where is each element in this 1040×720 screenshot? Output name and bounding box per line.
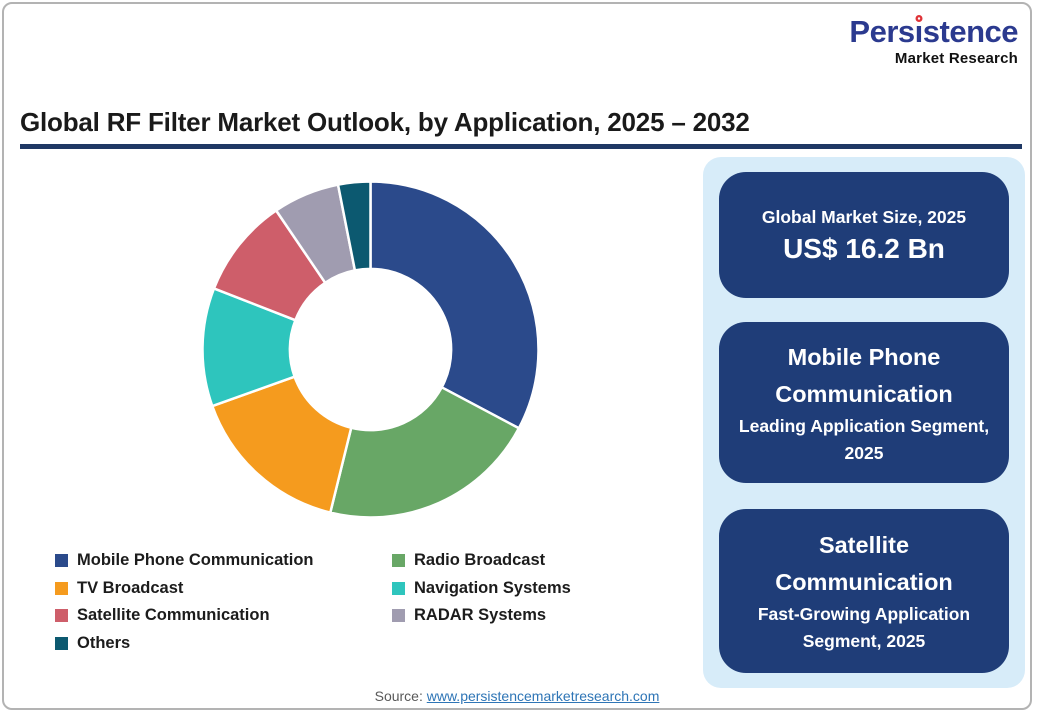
legend-swatch-icon: [55, 609, 68, 623]
legend-label: RADAR Systems: [414, 606, 547, 625]
logo-red-dot-icon: [915, 15, 923, 22]
market-size-value: US$ 16.2 Bn: [783, 232, 945, 264]
fast-growing-segment-box: Satellite Communication Fast-Growing App…: [719, 509, 1009, 673]
market-size-box: Global Market Size, 2025 US$ 16.2 Bn: [719, 172, 1009, 298]
highlights-panel: Global Market Size, 2025 US$ 16.2 Bn Mob…: [703, 157, 1025, 688]
logo-tagline: Market Research: [894, 50, 1018, 67]
page-title: Global RF Filter Market Outlook, by Appl…: [20, 107, 750, 137]
legend-item-navigation-systems: Navigation Systems: [392, 575, 571, 603]
legend-swatch-icon: [392, 609, 405, 623]
fast-growing-segment-name: Satellite Communication: [775, 532, 953, 595]
donut-chart: [199, 178, 542, 521]
report-card: Persı stence Market Research Global RF Fi…: [2, 2, 1032, 710]
source-label: Source:: [374, 688, 423, 704]
logo-i-with-red-dot: ı: [914, 14, 923, 49]
leading-segment-box: Mobile Phone Communication Leading Appli…: [719, 322, 1009, 483]
legend-swatch-icon: [392, 581, 405, 595]
leading-segment-caption: Leading Application Segment, 2025: [738, 415, 990, 463]
title-underline: [20, 144, 1022, 149]
legend-swatch-icon: [55, 581, 68, 595]
legend-item-tv-broadcast: TV Broadcast: [55, 575, 314, 603]
legend-item-others: Others: [55, 630, 314, 658]
legend-swatch-icon: [55, 554, 68, 568]
legend-item-radar-systems: RADAR Systems: [392, 602, 571, 630]
donut-segment-radio-broadcast: [329, 386, 521, 519]
source-link[interactable]: www.persistencemarketresearch.com: [426, 688, 660, 704]
donut-segment-mobile-phone-communication: [369, 180, 540, 430]
legend-swatch-icon: [392, 554, 405, 568]
legend-label: Navigation Systems: [414, 578, 571, 597]
legend-item-satellite-communication: Satellite Communication: [55, 602, 314, 630]
legend-label: Satellite Communication: [77, 606, 270, 625]
fast-growing-segment-caption: Fast-Growing Application Segment, 2025: [757, 604, 971, 651]
legend-item-mobile-phone-communication: Mobile Phone Communication: [55, 547, 314, 575]
donut-chart-svg: [201, 180, 540, 519]
legend-swatch-icon: [55, 636, 68, 650]
legend-label: Mobile Phone Communication: [77, 551, 314, 570]
chart-legend-column-1: Mobile Phone Communication TV Broadcast Sa…: [55, 547, 314, 657]
leading-segment-name: Mobile Phone Communication: [775, 343, 953, 407]
legend-label: Others: [77, 633, 131, 652]
market-size-label: Global Market Size, 2025: [761, 206, 967, 227]
legend-item-radio-broadcast: Radio Broadcast: [392, 547, 571, 575]
donut-segment-others: [336, 180, 372, 272]
source-line: Source: www.persistencemarketresearch.co…: [4, 688, 1030, 704]
logo-wordmark: Persı stence: [849, 14, 1018, 49]
legend-label: TV Broadcast: [77, 578, 184, 597]
legend-label: Radio Broadcast: [414, 551, 546, 570]
chart-legend-column-2: Radio Broadcast Navigation Systems RADAR S…: [392, 547, 571, 630]
persistence-market-research-logo: Persı stence Market Research: [849, 14, 1018, 67]
donut-segment-tv-broadcast: [211, 375, 353, 514]
